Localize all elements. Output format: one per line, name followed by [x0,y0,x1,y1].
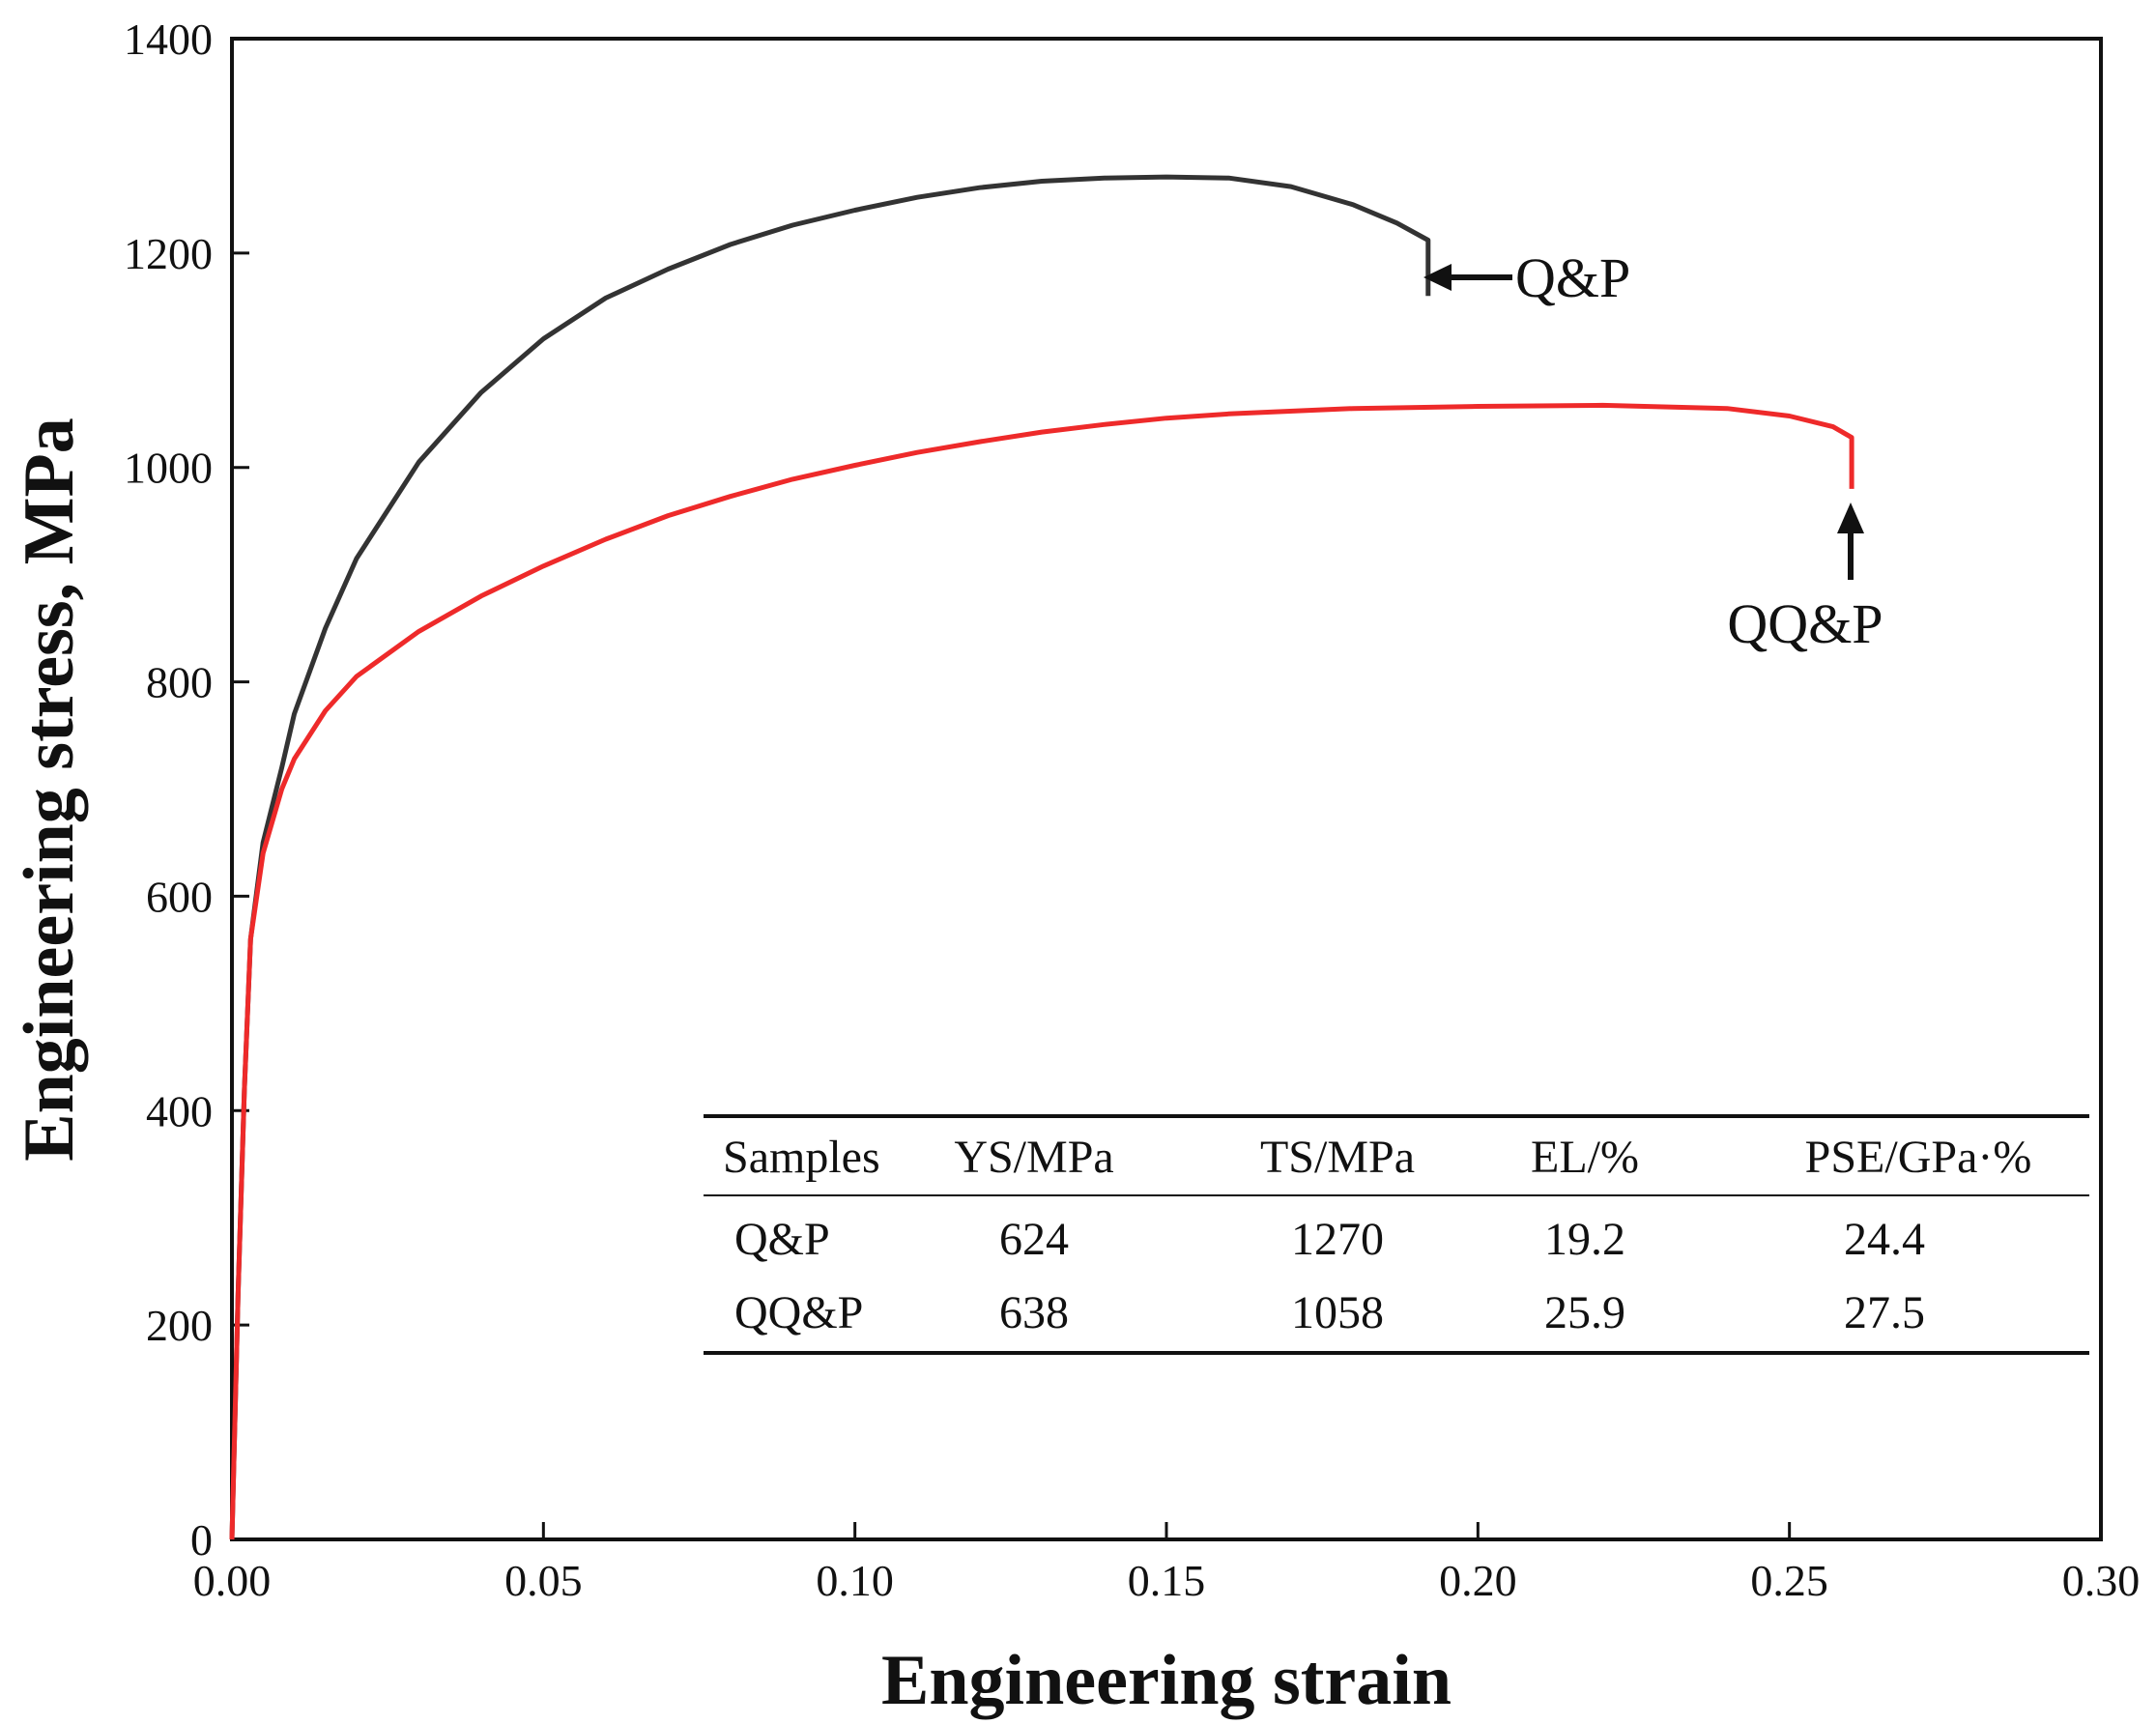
series-line-qp [229,174,1431,1540]
y-tick-label: 1400 [124,14,213,64]
table-cell-qp-sample: Q&P [734,1214,830,1265]
table-header-el: EL/% [1531,1132,1639,1183]
table-cell-qp-el: 19.2 [1544,1214,1625,1265]
qqp-arrowhead [1837,503,1864,533]
table-cell-qqp-sample: QQ&P [734,1287,863,1338]
y-axis-title: Engineering stress, MPa [10,417,89,1161]
plot-frame [230,37,2103,1541]
qp-arrowhead [1423,264,1452,291]
properties-table: Samples YS/MPa TS/MPa EL/% PSE/GPa·% Q&P… [704,1114,2089,1355]
x-tick-label: 0.15 [1128,1556,1206,1605]
y-tick-label: 400 [146,1086,213,1135]
table-cell-qp-ts: 1270 [1291,1214,1384,1265]
y-tick-label: 800 [146,658,213,707]
table-cell-qqp-pse: 27.5 [1844,1287,1925,1338]
y-tick-label: 1200 [124,229,213,278]
table-header-ts: TS/MPa [1260,1132,1415,1183]
qqp-annotation-label: QQ&P [1727,592,1883,655]
table-cell-qqp-ys: 638 [999,1287,1069,1338]
table-header-pse: PSE/GPa·% [1805,1132,2032,1183]
table-cell-qqp-ts: 1058 [1291,1287,1384,1338]
x-tick-label: 0.05 [504,1556,583,1605]
y-tick-label: 600 [146,872,213,921]
series-line-qqp [229,402,1854,1540]
y-tick-label: 1000 [124,444,213,493]
table-cell-qp-ys: 624 [999,1214,1069,1265]
x-tick-label: 0.10 [816,1556,894,1605]
y-tick-label: 200 [146,1301,213,1350]
x-tick-label: 0.30 [2062,1556,2141,1605]
y-tick-label: 0 [190,1515,213,1565]
x-tick-label: 0.00 [193,1556,272,1605]
table-cell-qp-pse: 24.4 [1844,1214,1925,1265]
qp-annotation-label: Q&P [1515,246,1630,309]
table-header-ys: YS/MPa [954,1132,1113,1183]
x-tick-label: 0.20 [1439,1556,1517,1605]
x-tick-label: 0.25 [1750,1556,1828,1605]
table-header-samples: Samples [723,1132,880,1183]
x-axis-title: Engineering strain [881,1641,1452,1720]
table-cell-qqp-el: 25.9 [1544,1287,1625,1338]
